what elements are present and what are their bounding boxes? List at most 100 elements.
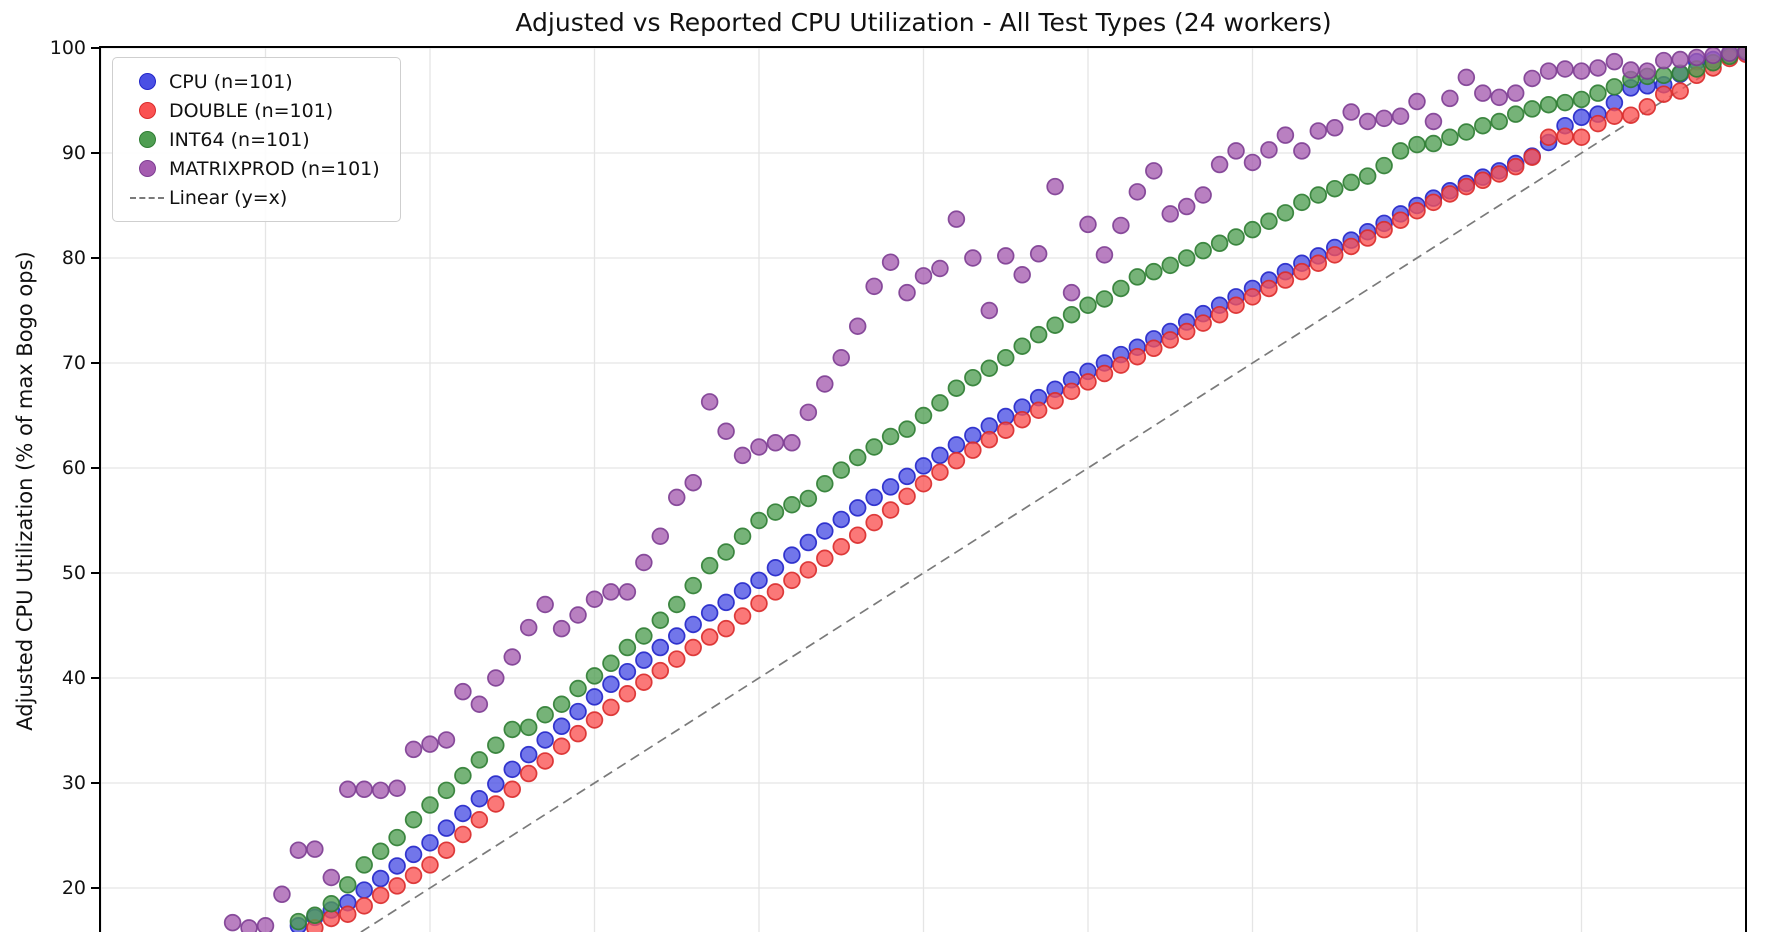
scatter-point <box>1062 382 1081 401</box>
scatter-point <box>1046 316 1064 334</box>
scatter-point <box>733 527 752 546</box>
scatter-point <box>1441 128 1459 146</box>
scatter-point <box>602 675 620 694</box>
scatter-point <box>1079 373 1097 391</box>
scatter-point <box>1474 116 1492 135</box>
scatter-point <box>470 789 489 808</box>
scatter-point <box>1391 142 1410 160</box>
scatter-point <box>1572 128 1591 146</box>
scatter-point <box>881 478 900 496</box>
scatter-point <box>404 810 423 829</box>
scatter-point <box>914 406 933 425</box>
scatter-point <box>487 736 505 754</box>
scatter-point <box>1375 109 1393 128</box>
scatter-point <box>783 496 801 514</box>
scatter-point <box>585 688 604 706</box>
scatter-point <box>273 885 291 904</box>
scatter-point <box>816 522 834 540</box>
scatter-point <box>1013 266 1031 284</box>
scatter-point <box>1276 204 1295 222</box>
scatter-point <box>914 475 933 493</box>
scatter-point <box>1424 193 1443 212</box>
scatter-point <box>700 393 719 411</box>
scatter-point <box>240 919 258 932</box>
scatter-point <box>1062 283 1081 302</box>
scatter-point <box>816 375 834 393</box>
scatter-point <box>421 796 439 814</box>
scatter-point <box>832 349 850 367</box>
scatter-point <box>1029 401 1048 420</box>
scatter-point <box>569 606 587 624</box>
scatter-point <box>1704 48 1722 65</box>
scatter-point <box>684 638 702 657</box>
scatter-point <box>635 651 653 669</box>
scatter-point <box>783 546 801 564</box>
scatter-point <box>947 436 966 454</box>
scatter-point <box>355 780 373 799</box>
scatter-point <box>1128 347 1147 366</box>
scatter-point <box>1638 98 1657 116</box>
scatter-point <box>898 283 916 302</box>
legend-label: CPU (n=101) <box>169 70 293 93</box>
scatter-point <box>865 488 883 507</box>
scatter-point <box>733 582 752 600</box>
scatter-point <box>1490 112 1508 131</box>
scatter-point <box>1605 107 1624 125</box>
scatter-point <box>1391 211 1410 229</box>
scatter-point <box>602 698 620 717</box>
scatter-point <box>322 894 341 913</box>
scatter-point <box>256 917 275 932</box>
scatter-point <box>503 720 522 739</box>
scatter-point <box>865 513 883 532</box>
scatter-point <box>865 438 883 456</box>
scatter-point <box>848 526 867 544</box>
scatter-point <box>1276 271 1295 289</box>
scatter-point <box>684 473 702 492</box>
scatter-point <box>881 253 900 271</box>
scatter-point <box>1572 108 1591 127</box>
dashed-line-icon <box>125 196 169 199</box>
scatter-point <box>1194 186 1212 204</box>
scatter-point <box>1457 123 1476 141</box>
scatter-point <box>1145 262 1163 281</box>
scatter-point <box>1589 59 1607 77</box>
scatter-point <box>1161 256 1179 275</box>
scatter-point <box>371 886 390 905</box>
scatter-point <box>1358 112 1377 131</box>
scatter-point <box>1687 48 1706 67</box>
scatter-point <box>1441 89 1459 108</box>
scatter-point <box>964 368 982 387</box>
legend-label: DOUBLE (n=101) <box>169 99 334 122</box>
scatter-point <box>585 667 604 685</box>
scatter-point <box>865 277 883 296</box>
scatter-point <box>914 457 933 475</box>
scatter-point <box>1506 157 1525 176</box>
scatter-point <box>552 717 571 736</box>
scatter-point <box>355 856 373 874</box>
identity-line <box>360 48 1746 932</box>
scatter-point <box>980 301 999 320</box>
scatter-point <box>1112 356 1130 374</box>
scatter-point <box>1046 392 1064 410</box>
scatter-point <box>1243 153 1262 172</box>
scatter-point <box>306 840 324 858</box>
scatter-point <box>1654 66 1673 85</box>
scatter-point <box>980 430 999 449</box>
scatter-point <box>1441 185 1459 203</box>
y-tick-label: 30 <box>61 772 86 794</box>
scatter-point <box>536 731 554 749</box>
scatter-point <box>585 590 604 608</box>
scatter-point <box>996 349 1015 367</box>
scatter-point <box>799 561 818 579</box>
scatter-point <box>339 905 357 923</box>
scatter-point <box>618 662 637 681</box>
scatter-point <box>947 379 966 397</box>
scatter-plot <box>101 48 1746 932</box>
scatter-point <box>421 856 439 874</box>
scatter-point <box>1243 288 1262 306</box>
cpu-marker-icon <box>125 73 169 90</box>
scatter-point <box>1523 100 1541 118</box>
scatter-point <box>388 857 406 875</box>
scatter-point <box>1556 93 1574 112</box>
y-axis-label: Adjusted CPU Utilization (% of max Bogo … <box>13 251 37 731</box>
